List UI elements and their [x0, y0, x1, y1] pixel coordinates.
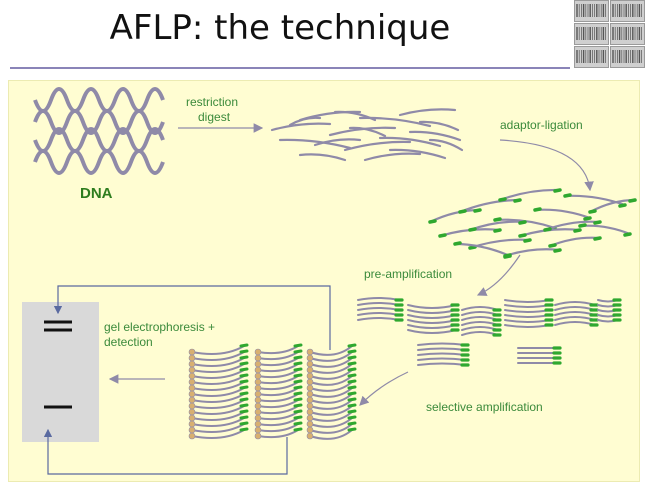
label-dna: DNA — [80, 185, 113, 202]
thumb-3 — [574, 23, 609, 45]
gel-box — [22, 302, 99, 442]
arrow-adaptor — [499, 139, 594, 192]
barcode-lines — [576, 4, 642, 63]
arrow-pre-amp — [476, 254, 521, 296]
label-gel-2: detection — [104, 335, 153, 349]
restriction-fragments — [270, 108, 464, 162]
label-gel-1: gel electrophoresis + — [104, 320, 216, 334]
electrodes — [44, 320, 72, 409]
title-rule — [10, 67, 570, 69]
selective-fragments — [188, 343, 357, 440]
barcode-thumbnail-icon — [572, 0, 645, 70]
dna-helix — [33, 87, 165, 175]
thumb-5 — [574, 46, 609, 68]
label-restriction-2: digest — [198, 110, 231, 124]
pre-amplified-fragments — [357, 297, 622, 367]
thumb-1 — [574, 0, 609, 22]
gel-circuit — [43, 285, 331, 475]
ligated-fragments — [428, 188, 637, 259]
arrow-selective — [359, 371, 409, 406]
label-selective: selective amplification — [426, 400, 543, 414]
label-pre-amp: pre-amplification — [364, 267, 453, 281]
label-adaptor: adaptor-ligation — [500, 118, 583, 132]
slide-title: AFLP: the technique — [109, 8, 451, 48]
label-restriction-1: restriction — [186, 95, 239, 109]
